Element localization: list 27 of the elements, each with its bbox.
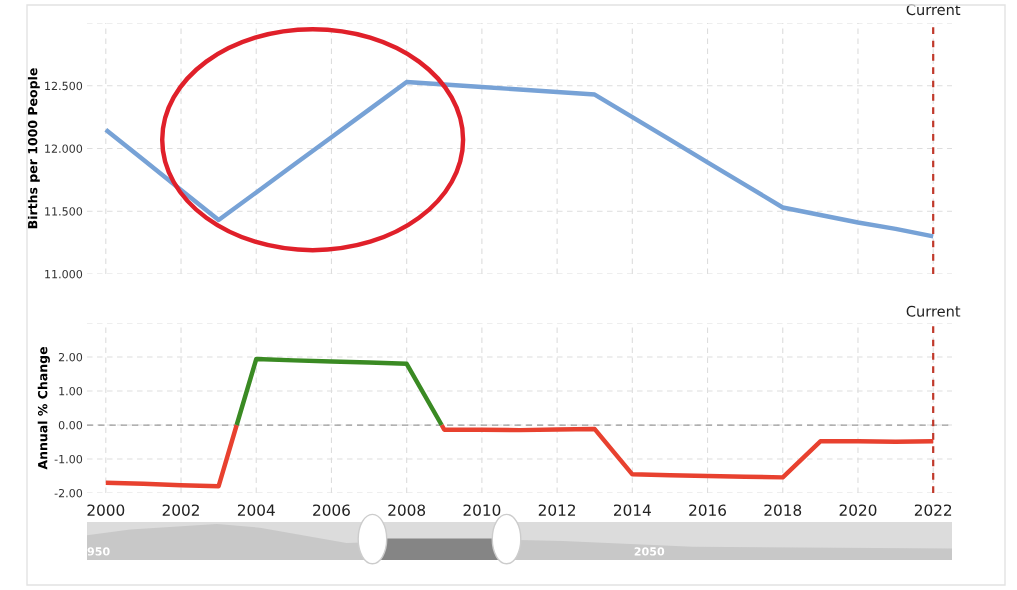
line-series [234,356,444,428]
y-tick-label: 11.000 [45,269,83,279]
y-tick-label: 12.500 [45,81,83,91]
x-tick-label: 2000 [87,504,125,516]
x-tick-label: 2016 [689,504,727,516]
y-tick-label: 0.00 [58,420,83,430]
ref-line-label: Current [906,4,961,16]
x-tick-label: 2022 [914,504,952,516]
x-tick-label: 2018 [764,504,802,516]
y-tick-label: -1.00 [54,454,83,464]
x-tick-label: 2010 [463,504,501,516]
y-axis-title: Births per 1000 People [27,68,40,229]
x-tick-label: 2014 [614,504,651,516]
y-tick-label: 12.000 [45,144,83,153]
x-tick-label: 2008 [388,504,426,516]
y-tick-label: 11.500 [45,207,83,216]
x-tick-label: 2004 [237,504,275,516]
ref-line-label: Current [906,305,961,317]
y-tick-label: -2.00 [54,488,83,498]
y-tick-label: 2.00 [58,352,83,362]
x-tick-label: 2020 [839,504,877,516]
x-tick-label: 2006 [313,504,350,516]
line-series [103,79,936,239]
y-tick-label: 1.00 [59,386,83,396]
y-axis-title: Annual % Change [37,347,50,470]
x-tick-label: 2002 [162,504,199,516]
x-tick-label: 2012 [538,504,576,516]
